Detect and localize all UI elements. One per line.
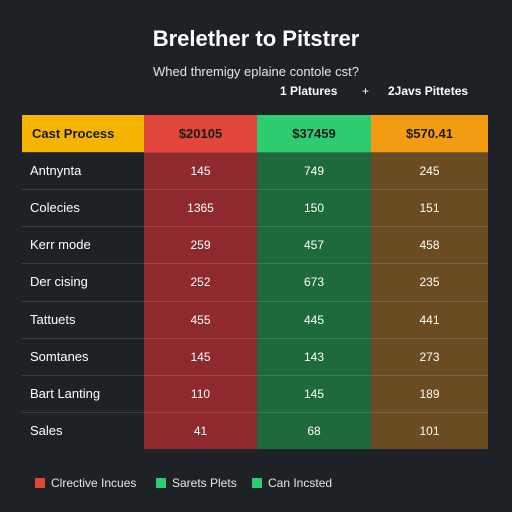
cell-value: 189 [419,386,440,401]
table-row: Somtanes 145 143 273 [22,337,488,375]
table-row: Kerr mode 259 457 458 [22,226,488,263]
meta-line: 1 Platures + 2Javs Pittetes [0,84,512,100]
cell-value: 457 [303,238,325,253]
cell-value: 110 [190,386,211,401]
cell-value: 145 [190,164,211,178]
legend: Clrective Incues Sarets Plets Can Incste… [0,476,512,492]
legend-swatch [252,478,262,488]
row-label: Kerr mode [30,237,91,253]
row-label: Somtanes [30,348,89,364]
cell-value: 455 [190,312,211,327]
table-row: Sales 41 68 101 [22,411,488,449]
legend-item: Can Incsted [252,476,332,490]
cell-value: 259 [190,238,211,253]
chart-title: Brelether to Pitstrer [152,26,360,51]
table-row: Der cising 252 673 235 [22,263,488,300]
header-cell-2: $37459 [257,115,371,152]
cell-value: 273 [419,349,440,364]
meta-left: 1 Platures [280,84,338,98]
cell-value: 673 [303,275,325,290]
header-cell-3: $570.41 [371,115,488,152]
legend-label: Clrective Incues [51,476,137,490]
cell-value: 1365 [187,201,214,216]
table-row: Colecies 1365 150 151 [22,189,488,226]
table-row: Antnynta 145 749 245 [22,152,488,189]
legend-swatch [35,478,45,488]
data-table: Cast Process $20105 $37459 $570.41 Antny… [22,115,488,449]
column-background-green [257,152,371,449]
cell-value: 101 [419,423,440,438]
cell-value: 749 [303,164,325,178]
legend-item: Clrective Incues [35,476,136,490]
cell-value: 145 [303,386,325,401]
legend-swatch [156,478,166,488]
cell-value: 145 [190,349,211,364]
cell-value: 41 [193,423,208,438]
row-label: Der cising [30,274,88,290]
legend-item: Sarets Plets [156,476,237,490]
row-label: Bart Lanting [30,385,101,401]
chart-subtitle: Whed thremigy eplaine contole cst? [153,64,359,79]
meta-right: 2Javs Pittetes [388,84,469,98]
row-label: Colecies [30,200,80,216]
header-cell-1: $20105 [144,115,257,152]
legend-label: Sarets Plets [172,476,237,490]
row-label: Sales [30,422,63,438]
cell-value: 235 [419,275,440,290]
cell-value: 441 [419,312,440,327]
cell-value: 150 [303,201,325,216]
row-label: Tattuets [30,311,76,327]
header-cell-label: Cast Process [22,115,144,152]
cell-value: 245 [419,164,440,178]
legend-label: Can Incsted [268,476,333,490]
row-label: Antnynta [30,163,82,178]
cell-value: 458 [419,238,440,253]
cell-value: 151 [419,201,440,216]
column-background-orange [371,152,488,449]
cell-value: 143 [303,349,325,364]
cell-value: 68 [307,423,321,438]
cell-value: 445 [303,312,325,327]
table-row: Bart Lanting 110 145 189 [22,374,488,412]
meta-separator: + [362,84,370,98]
table-row: Tattuets 455 445 441 [22,300,488,338]
cell-value: 252 [190,275,211,290]
column-background-red [144,152,257,449]
